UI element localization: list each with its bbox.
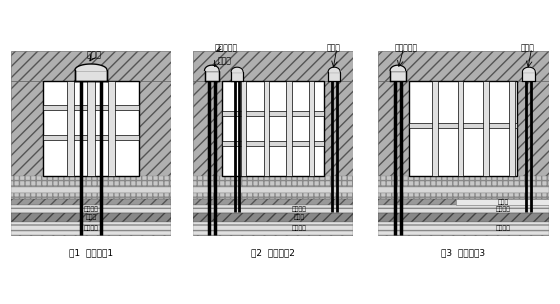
- Bar: [390, 71, 406, 81]
- Bar: [11, 175, 171, 235]
- Bar: [378, 51, 549, 81]
- Text: 承压水层: 承压水层: [83, 226, 99, 231]
- Bar: [241, 81, 246, 175]
- Bar: [378, 199, 549, 205]
- Text: 隔水层: 隔水层: [498, 199, 509, 205]
- Text: 图2  降水方案2: 图2 降水方案2: [251, 248, 295, 257]
- Bar: [75, 70, 107, 81]
- Bar: [11, 199, 171, 205]
- Bar: [378, 222, 549, 235]
- Bar: [378, 213, 549, 222]
- Bar: [193, 175, 353, 235]
- Bar: [108, 81, 115, 175]
- Bar: [11, 175, 171, 187]
- Bar: [193, 222, 353, 235]
- Bar: [409, 123, 517, 128]
- Bar: [193, 205, 353, 213]
- Text: 图1  降水方案1: 图1 降水方案1: [69, 248, 113, 257]
- Bar: [517, 81, 549, 175]
- Bar: [11, 187, 171, 193]
- Bar: [231, 72, 243, 81]
- Text: 图3  降水方案3: 图3 降水方案3: [441, 248, 486, 257]
- Text: 承压水层: 承压水层: [83, 206, 99, 212]
- Bar: [378, 205, 549, 213]
- Bar: [204, 71, 219, 81]
- Bar: [67, 81, 74, 175]
- Bar: [222, 111, 324, 116]
- Bar: [378, 175, 549, 235]
- Text: 承压水层: 承压水层: [292, 206, 307, 212]
- Bar: [11, 205, 171, 213]
- Bar: [43, 105, 139, 110]
- Text: 隔水层: 隔水层: [294, 215, 305, 220]
- Text: 降水减压井: 降水减压井: [215, 43, 238, 52]
- Bar: [193, 199, 353, 205]
- Bar: [483, 81, 489, 175]
- Bar: [522, 72, 535, 81]
- Text: 降水井: 降水井: [520, 43, 534, 52]
- Bar: [193, 193, 353, 199]
- Text: 承压水层: 承压水层: [496, 226, 511, 231]
- Bar: [222, 140, 324, 146]
- Bar: [378, 81, 409, 175]
- Bar: [222, 81, 324, 175]
- Bar: [193, 187, 353, 193]
- Text: 降水井: 降水井: [87, 50, 102, 59]
- Bar: [309, 81, 314, 175]
- Bar: [11, 213, 171, 222]
- Bar: [87, 81, 95, 175]
- Bar: [43, 135, 139, 140]
- Text: 隔水层: 隔水层: [85, 215, 97, 220]
- Bar: [11, 222, 171, 235]
- Bar: [193, 213, 353, 222]
- Bar: [509, 81, 515, 175]
- Bar: [409, 81, 517, 175]
- Bar: [193, 81, 222, 175]
- Bar: [378, 187, 549, 193]
- Bar: [264, 81, 269, 175]
- Bar: [378, 193, 549, 199]
- Bar: [286, 81, 292, 175]
- Text: 承压水层: 承压水层: [292, 226, 307, 231]
- Bar: [11, 81, 43, 175]
- Bar: [378, 175, 549, 187]
- Bar: [456, 199, 549, 205]
- Bar: [328, 72, 340, 81]
- Bar: [193, 51, 353, 81]
- Text: 承压水层: 承压水层: [496, 206, 511, 212]
- Text: 降水井: 降水井: [326, 43, 340, 52]
- Bar: [11, 193, 171, 199]
- Text: 降水减压井: 降水减压井: [395, 43, 418, 52]
- Bar: [193, 175, 353, 187]
- Bar: [458, 81, 463, 175]
- Bar: [139, 81, 171, 175]
- Bar: [43, 81, 139, 175]
- Bar: [324, 81, 353, 175]
- Bar: [432, 81, 438, 175]
- Text: 降水井: 降水井: [217, 56, 231, 65]
- Bar: [11, 51, 171, 81]
